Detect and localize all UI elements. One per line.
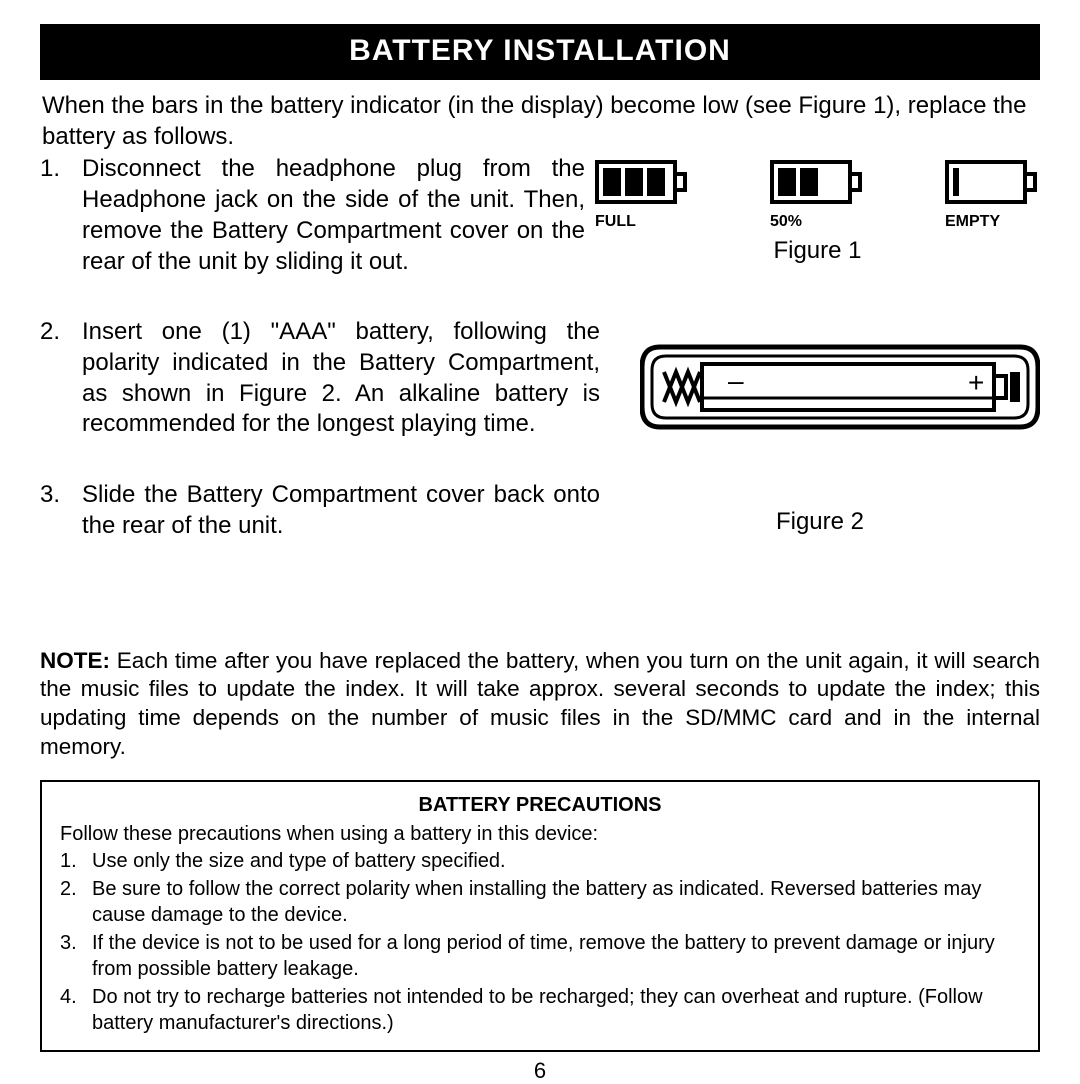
step-3-text: Slide the Battery Compartment cover back… bbox=[82, 480, 600, 541]
step-1: 1. Disconnect the headphone plug from th… bbox=[40, 154, 585, 277]
note-text: Each time after you have replaced the ba… bbox=[40, 648, 1040, 759]
precaution-1: 1.Use only the size and type of battery … bbox=[60, 848, 1020, 874]
figure-2: – + bbox=[600, 317, 1040, 440]
battery-empty-label: EMPTY bbox=[945, 213, 1040, 231]
section-title: BATTERY INSTALLATION bbox=[40, 24, 1040, 80]
precautions-title: BATTERY PRECAUTIONS bbox=[60, 794, 1020, 817]
figure-1: FULL 50% bbox=[585, 154, 1040, 277]
precaution-2: 2.Be sure to follow the correct polarity… bbox=[60, 876, 1020, 928]
step-3-number: 3. bbox=[40, 480, 82, 541]
step-1-text: Disconnect the headphone plug from the H… bbox=[82, 154, 585, 277]
intro-text: When the bars in the battery indicator (… bbox=[40, 90, 1040, 152]
battery-half-icon: 50% bbox=[770, 160, 865, 231]
step-3: 3. Slide the Battery Compartment cover b… bbox=[40, 480, 600, 541]
precautions-box: BATTERY PRECAUTIONS Follow these precaut… bbox=[40, 780, 1040, 1052]
precaution-4: 4.Do not try to recharge batteries not i… bbox=[60, 984, 1020, 1036]
precaution-3: 3.If the device is not to be used for a … bbox=[60, 930, 1020, 982]
battery-full-icon: FULL bbox=[595, 160, 690, 231]
step-2-text: Insert one (1) "AAA" battery, following … bbox=[82, 317, 600, 440]
step-2: 2. Insert one (1) "AAA" battery, followi… bbox=[40, 317, 600, 440]
battery-empty-icon: EMPTY bbox=[945, 160, 1040, 231]
note-paragraph: NOTE: Each time after you have replaced … bbox=[40, 647, 1040, 762]
minus-symbol: – bbox=[728, 365, 744, 396]
plus-symbol: + bbox=[968, 367, 984, 398]
note-label: NOTE: bbox=[40, 648, 110, 673]
precautions-intro: Follow these precautions when using a ba… bbox=[60, 823, 1020, 846]
figure-2-caption: Figure 2 bbox=[600, 480, 1040, 541]
battery-half-label: 50% bbox=[770, 213, 865, 231]
step-2-number: 2. bbox=[40, 317, 82, 440]
battery-full-label: FULL bbox=[595, 213, 690, 231]
figure-1-caption: Figure 1 bbox=[595, 237, 1040, 265]
step-1-number: 1. bbox=[40, 154, 82, 277]
